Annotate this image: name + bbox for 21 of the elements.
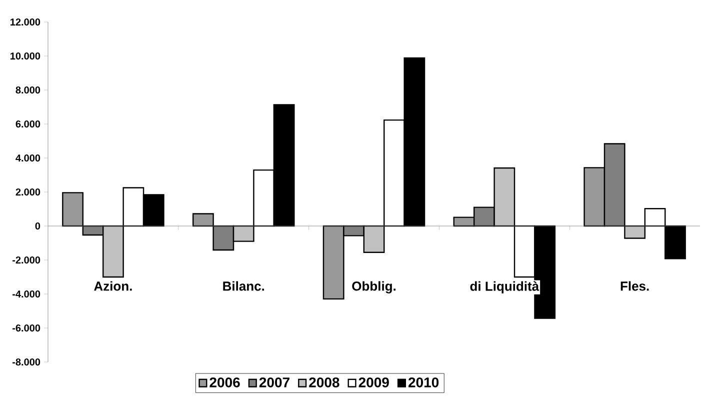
y-tick-label: 0 (35, 222, 40, 230)
y-tick-label: 6.000 (16, 120, 40, 128)
y-tick-label: 8.000 (16, 86, 40, 94)
y-tick-label: -4.000 (12, 290, 40, 298)
y-tick-label: -6.000 (12, 324, 40, 332)
x-tick-label: di Liquidità (470, 281, 540, 294)
y-tick-label: 10.000 (10, 52, 40, 60)
y-tick-label: -8.000 (12, 358, 40, 366)
x-tick-label: Obblig. (352, 281, 396, 294)
y-tick-label: 4.000 (16, 154, 40, 162)
y-tick-label: 2.000 (16, 188, 40, 196)
x-tick-label: Azion. (94, 281, 132, 291)
x-tick-label: Bilanc. (223, 281, 264, 291)
legend-label: 2009 (358, 377, 389, 388)
legend-label: 2007 (259, 377, 290, 388)
legend-label: 2010 (408, 377, 439, 388)
legend-label: 2008 (309, 377, 340, 388)
x-tick-label: Fles. (620, 281, 649, 291)
y-tick-label: 12.000 (10, 18, 40, 26)
y-tick-label: -2.000 (12, 256, 40, 264)
legend-label: 2006 (210, 377, 240, 388)
